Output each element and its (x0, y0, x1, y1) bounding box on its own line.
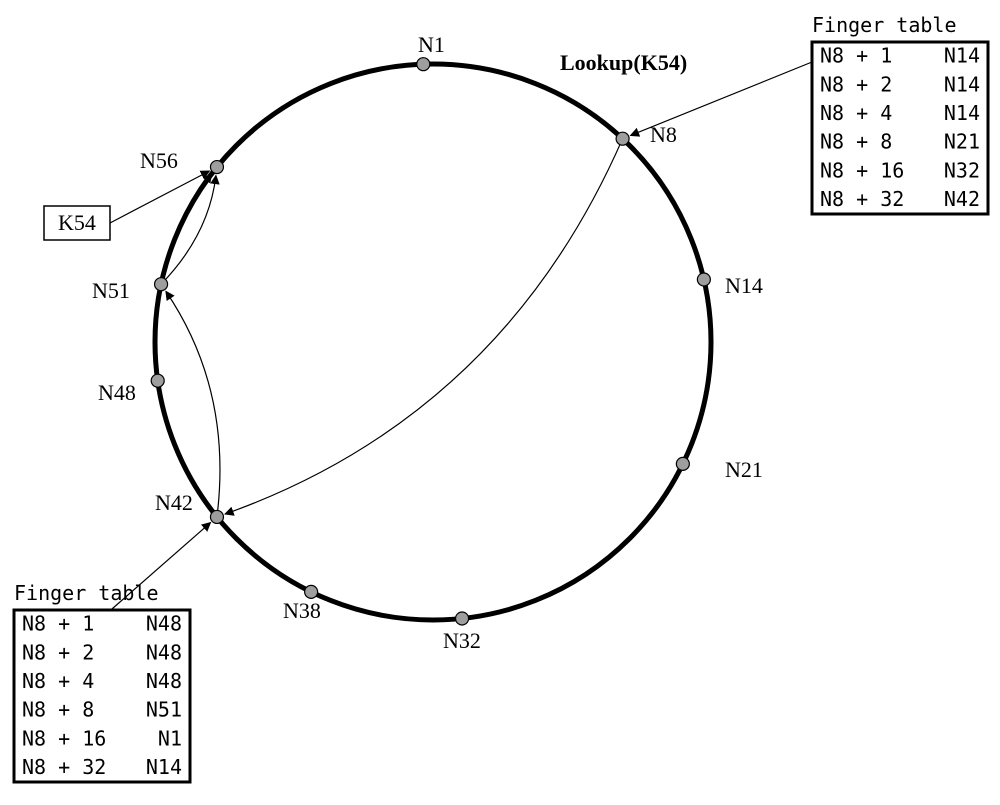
node-label-N21: N21 (725, 457, 763, 482)
chord-ring (155, 64, 711, 620)
finger-row: N8 + 4 (22, 669, 94, 693)
node-N51 (155, 278, 168, 291)
finger-row: N8 + 4 (820, 101, 892, 125)
node-label-N1: N1 (418, 32, 445, 57)
node-N48 (151, 374, 164, 387)
finger-row: N8 + 8 (22, 698, 94, 722)
node-label-N38: N38 (283, 598, 321, 623)
finger-row: N8 + 8 (820, 130, 892, 154)
finger-row: N51 (146, 698, 182, 722)
node-N21 (676, 457, 689, 470)
finger-row: N8 + 2 (820, 72, 892, 96)
finger-table-arrow-1 (111, 523, 211, 610)
node-label-N51: N51 (92, 278, 130, 303)
finger-row: N48 (146, 640, 182, 664)
finger-table-title-0: Finger table (812, 13, 957, 37)
finger-row: N42 (944, 187, 980, 211)
node-N56 (210, 161, 223, 174)
node-label-N56: N56 (140, 148, 178, 173)
key-label: K54 (58, 210, 96, 235)
finger-row: N8 + 1 (22, 612, 94, 636)
finger-row: N48 (146, 612, 182, 636)
finger-row: N48 (146, 669, 182, 693)
node-N38 (305, 585, 318, 598)
finger-row: N14 (944, 101, 980, 125)
finger-row: N8 + 1 (820, 44, 892, 68)
finger-row: N21 (944, 130, 980, 154)
finger-row: N14 (944, 72, 980, 96)
finger-table-title-1: Finger table (14, 581, 159, 605)
node-N42 (210, 510, 223, 523)
lookup-arcs (161, 139, 623, 517)
finger-row: N14 (944, 44, 980, 68)
node-N32 (456, 612, 469, 625)
finger-row: N32 (944, 158, 980, 182)
finger-row: N8 + 32 (22, 755, 106, 779)
finger-row: N8 + 32 (820, 187, 904, 211)
finger-row: N8 + 16 (820, 158, 904, 182)
node-label-N14: N14 (725, 273, 763, 298)
finger-row: N8 + 16 (22, 726, 106, 750)
finger-row: N1 (158, 726, 182, 750)
node-label-N42: N42 (155, 490, 193, 515)
node-N14 (697, 273, 710, 286)
node-label-N48: N48 (98, 380, 136, 405)
finger-row: N8 + 2 (22, 640, 94, 664)
node-N8 (616, 132, 629, 145)
node-N1 (417, 58, 430, 71)
node-label-N32: N32 (443, 628, 481, 653)
finger-row: N14 (146, 755, 182, 779)
lookup-label: Lookup(K54) (560, 50, 687, 75)
